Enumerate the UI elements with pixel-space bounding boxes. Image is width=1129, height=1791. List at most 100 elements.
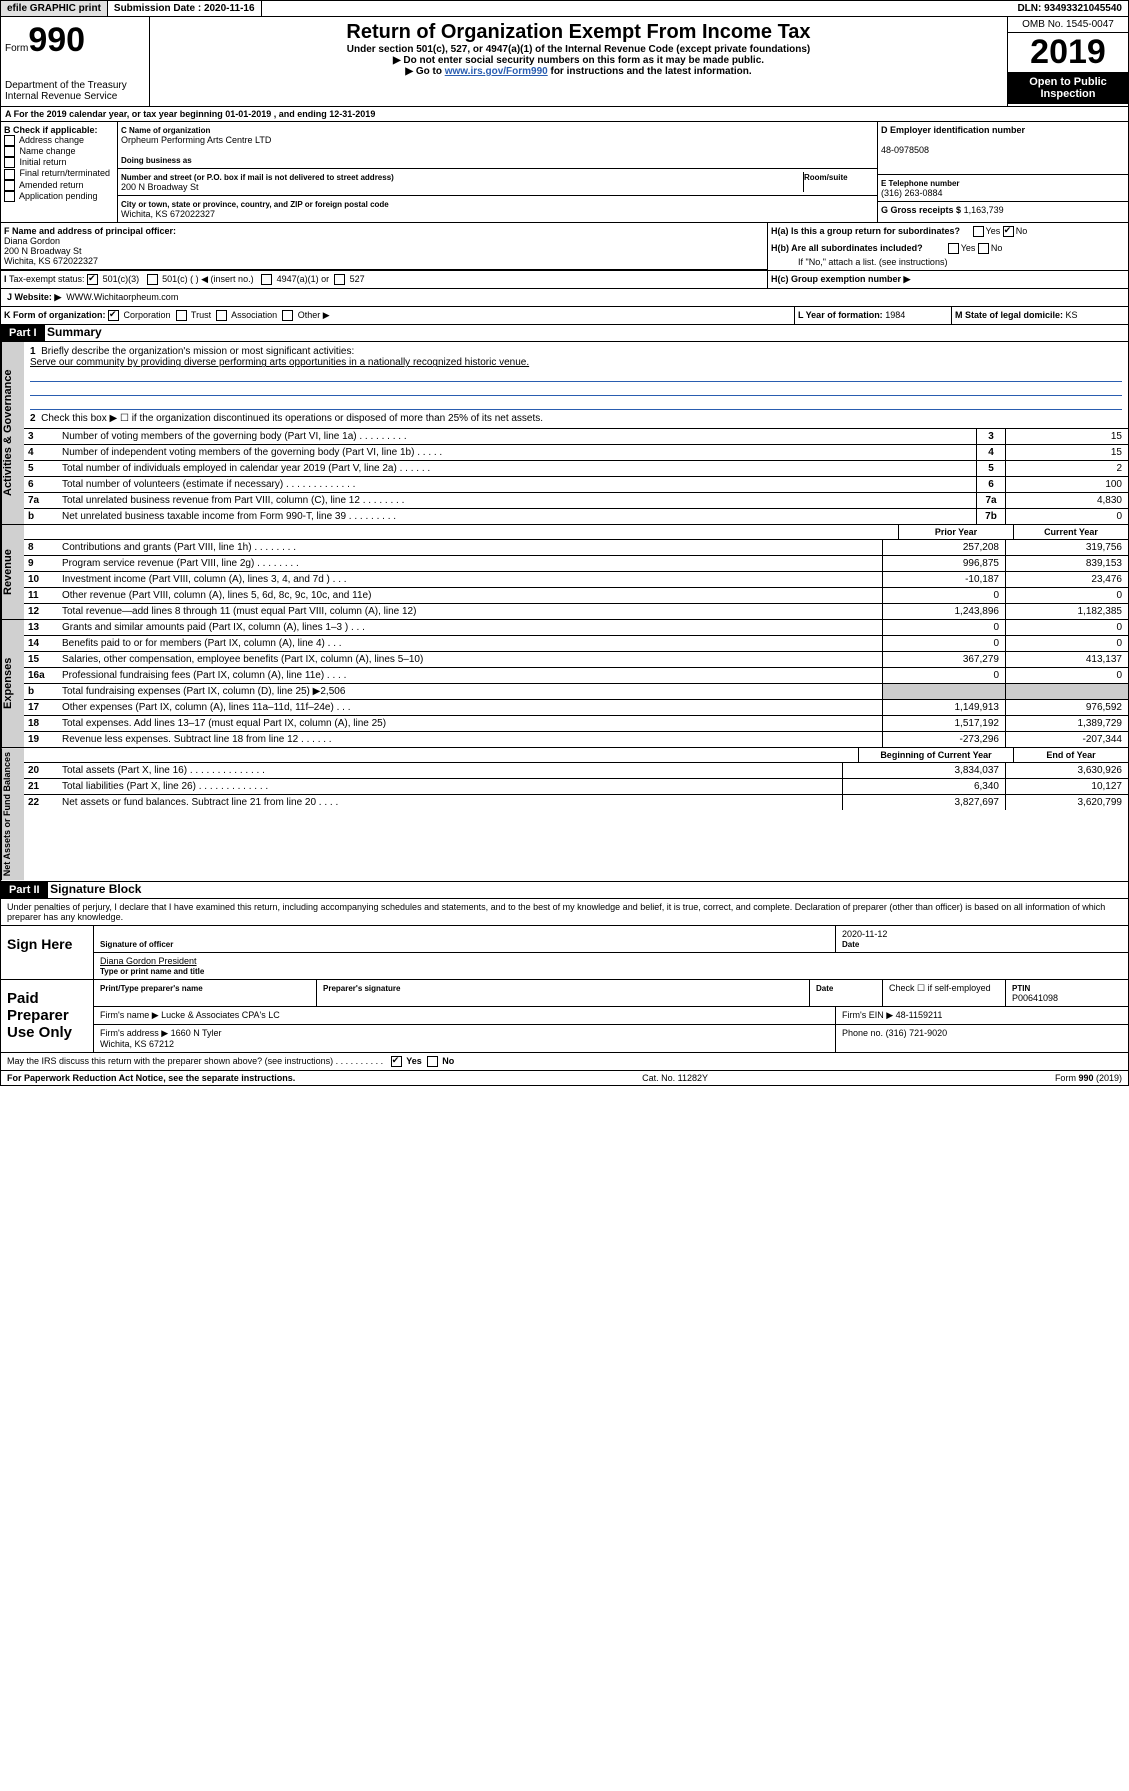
irs-link[interactable]: www.irs.gov/Form990 bbox=[445, 66, 548, 77]
line10: Investment income (Part VIII, column (A)… bbox=[58, 572, 882, 587]
line11: Other revenue (Part VIII, column (A), li… bbox=[58, 588, 882, 603]
line4-val: 15 bbox=[1005, 445, 1128, 460]
lineb: Total fundraising expenses (Part IX, col… bbox=[58, 684, 882, 699]
firm-ein: 48-1159211 bbox=[896, 1010, 943, 1020]
footer-cat: Cat. No. 11282Y bbox=[642, 1073, 708, 1083]
line15-prior: 367,279 bbox=[882, 652, 1005, 667]
check-address-change[interactable] bbox=[4, 135, 15, 146]
hb-label: H(b) Are all subordinates included? bbox=[771, 243, 923, 253]
phone: (316) 263-0884 bbox=[881, 188, 943, 198]
check-amended-return[interactable] bbox=[4, 180, 15, 191]
line17-prior: 1,149,913 bbox=[882, 700, 1005, 715]
efile-print-button[interactable]: efile GRAPHIC print bbox=[1, 1, 108, 16]
sig-date: 2020-11-12 bbox=[842, 929, 887, 939]
check-trust[interactable] bbox=[176, 310, 187, 321]
ha-label: H(a) Is this a group return for subordin… bbox=[771, 226, 960, 236]
check-name-change[interactable] bbox=[4, 146, 15, 157]
line18-curr: 1,389,729 bbox=[1005, 716, 1128, 731]
line14-curr: 0 bbox=[1005, 636, 1128, 651]
part1-label: Part I bbox=[1, 325, 45, 341]
mission-text: Serve our community by providing diverse… bbox=[30, 357, 529, 368]
discuss-no[interactable] bbox=[427, 1056, 438, 1067]
addr-label: Number and street (or P.O. box if mail i… bbox=[121, 173, 394, 182]
firm-ein-label: Firm's EIN ▶ bbox=[842, 1010, 893, 1020]
firm-phone: (316) 721-9020 bbox=[886, 1028, 948, 1038]
hb-no[interactable] bbox=[978, 243, 989, 254]
line3: Number of voting members of the governin… bbox=[58, 429, 976, 444]
check-4947[interactable] bbox=[261, 274, 272, 285]
discuss-row: May the IRS discuss this return with the… bbox=[0, 1053, 1129, 1071]
section-a: A For the 2019 calendar year, or tax yea… bbox=[0, 107, 1129, 122]
gross-receipts-label: G Gross receipts $ bbox=[881, 205, 961, 215]
sig-date-label: Date bbox=[842, 940, 859, 949]
line20-curr: 3,630,926 bbox=[1005, 763, 1128, 778]
dba-label: Doing business as bbox=[121, 156, 192, 165]
line13: Grants and similar amounts paid (Part IX… bbox=[58, 620, 882, 635]
opt-501c3: 501(c)(3) bbox=[103, 274, 140, 284]
line6-val: 100 bbox=[1005, 477, 1128, 492]
footer-left: For Paperwork Reduction Act Notice, see … bbox=[7, 1073, 295, 1083]
line10-curr: 23,476 bbox=[1005, 572, 1128, 587]
check-initial-return[interactable] bbox=[4, 157, 15, 168]
ha-yes[interactable] bbox=[973, 226, 984, 237]
printed-name-label: Type or print name and title bbox=[100, 967, 204, 976]
part2-label: Part II bbox=[1, 882, 48, 898]
check-application-pending[interactable] bbox=[4, 191, 15, 202]
firm-phone-label: Phone no. bbox=[842, 1028, 883, 1038]
state-domicile: KS bbox=[1066, 310, 1078, 320]
form-number: 990 bbox=[28, 21, 85, 59]
line12: Total revenue—add lines 8 through 11 (mu… bbox=[58, 604, 882, 619]
line7a: Total unrelated business revenue from Pa… bbox=[58, 493, 976, 508]
line21: Total liabilities (Part X, line 26) . . … bbox=[58, 779, 842, 794]
check-corp[interactable] bbox=[108, 310, 119, 321]
line19-curr: -207,344 bbox=[1005, 732, 1128, 747]
hb-yes[interactable] bbox=[948, 243, 959, 254]
line17-curr: 976,592 bbox=[1005, 700, 1128, 715]
note-ssn: ▶ Do not enter social security numbers o… bbox=[154, 55, 1003, 66]
prep-sig-label: Preparer's signature bbox=[323, 984, 401, 993]
form-label: Form bbox=[5, 43, 28, 54]
form-subtitle: Under section 501(c), 527, or 4947(a)(1)… bbox=[154, 44, 1003, 55]
box-b-label: B Check if applicable: bbox=[4, 125, 114, 135]
lineb-curr bbox=[1005, 684, 1128, 699]
officer-label: F Name and address of principal officer: bbox=[4, 226, 176, 236]
line13-curr: 0 bbox=[1005, 620, 1128, 635]
sign-here-block: Sign Here Signature of officer2020-11-12… bbox=[0, 926, 1129, 980]
submission-date: Submission Date : 2020-11-16 bbox=[108, 1, 262, 16]
opt-4947: 4947(a)(1) or bbox=[277, 274, 330, 284]
entity-info: B Check if applicable: Address change Na… bbox=[0, 122, 1129, 223]
line7b: Net unrelated business taxable income fr… bbox=[58, 509, 976, 524]
check-assoc[interactable] bbox=[216, 310, 227, 321]
line12-curr: 1,182,385 bbox=[1005, 604, 1128, 619]
revenue-section: Revenue Prior YearCurrent Year 8Contribu… bbox=[0, 525, 1129, 620]
check-501c[interactable] bbox=[147, 274, 158, 285]
line5-val: 2 bbox=[1005, 461, 1128, 476]
check-other[interactable] bbox=[282, 310, 293, 321]
room-label: Room/suite bbox=[804, 173, 848, 182]
line8: Contributions and grants (Part VIII, lin… bbox=[58, 540, 882, 555]
line19: Revenue less expenses. Subtract line 18 … bbox=[58, 732, 882, 747]
year-formation: 1984 bbox=[885, 310, 905, 320]
open-to-public: Open to Public Inspection bbox=[1008, 72, 1128, 104]
ptin-label: PTIN bbox=[1012, 984, 1030, 993]
line11-curr: 0 bbox=[1005, 588, 1128, 603]
line18-prior: 1,517,192 bbox=[882, 716, 1005, 731]
netassets-section: Net Assets or Fund Balances Beginning of… bbox=[0, 748, 1129, 881]
check-final-return-terminated[interactable] bbox=[4, 169, 15, 180]
tab-revenue: Revenue bbox=[1, 525, 24, 619]
opt-501c: 501(c) ( ) ◀ (insert no.) bbox=[162, 274, 253, 284]
self-employed-check[interactable]: Check ☐ if self-employed bbox=[883, 980, 1006, 1006]
line9: Program service revenue (Part VIII, line… bbox=[58, 556, 882, 571]
ha-no[interactable] bbox=[1003, 226, 1014, 237]
perjury-text: Under penalties of perjury, I declare th… bbox=[0, 899, 1129, 926]
line15-curr: 413,137 bbox=[1005, 652, 1128, 667]
discuss-yes[interactable] bbox=[391, 1056, 402, 1067]
dept-treasury: Department of the Treasury Internal Reve… bbox=[5, 80, 145, 102]
line2-text: Check this box ▶ ☐ if the organization d… bbox=[41, 413, 543, 424]
form-title: Return of Organization Exempt From Incom… bbox=[154, 21, 1003, 44]
paid-preparer-block: Paid Preparer Use Only Print/Type prepar… bbox=[0, 980, 1129, 1053]
line22-prior: 3,827,697 bbox=[842, 795, 1005, 810]
check-501c3[interactable] bbox=[87, 274, 98, 285]
form-org-label: K Form of organization: bbox=[4, 310, 106, 320]
check-527[interactable] bbox=[334, 274, 345, 285]
